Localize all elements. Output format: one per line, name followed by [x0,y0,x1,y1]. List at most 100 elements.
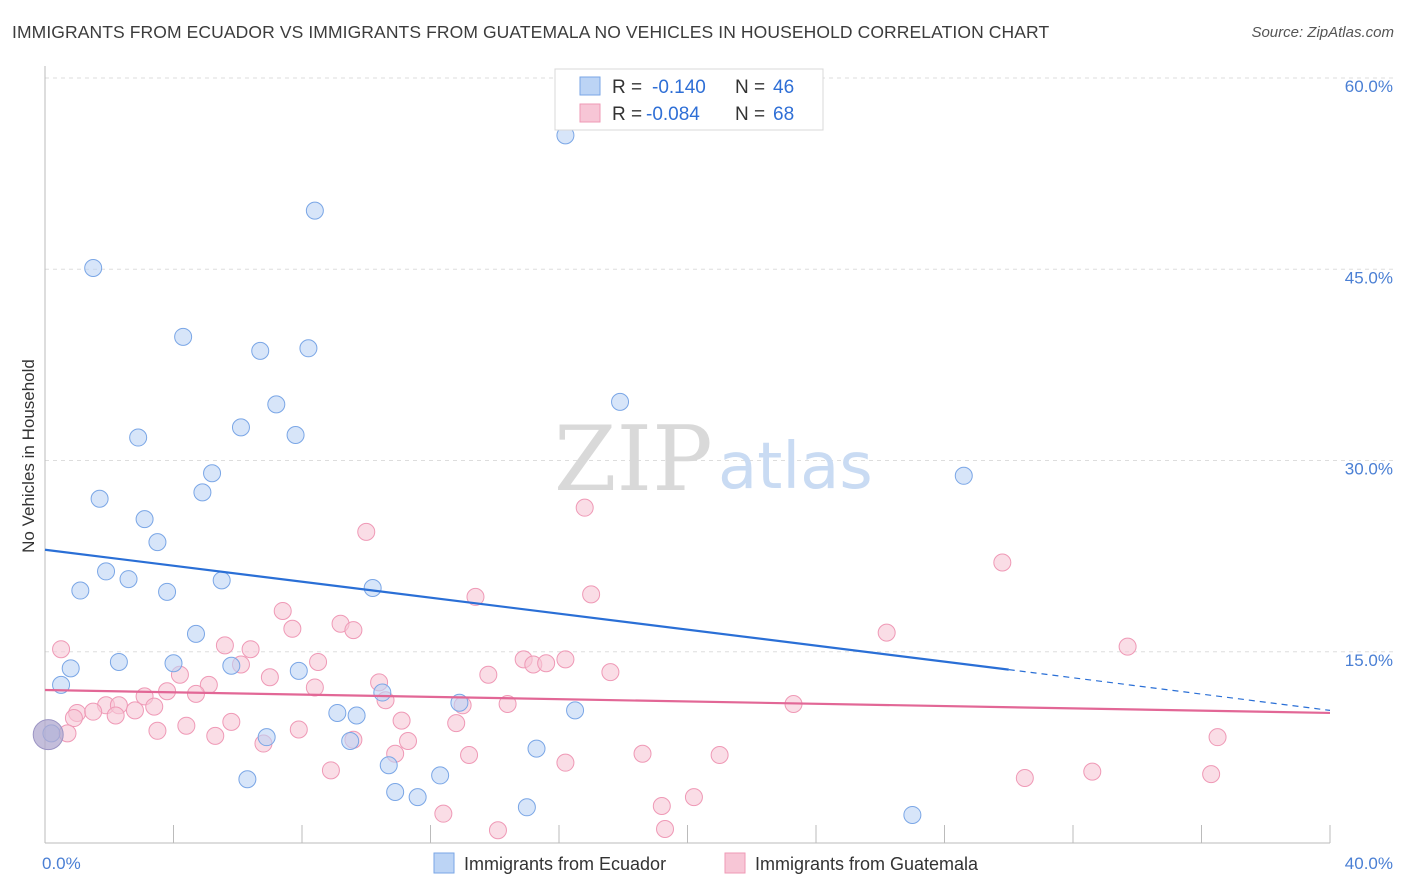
ecuador-point [174,327,193,346]
guatemala-point [877,623,896,642]
ecuador-point [611,392,630,411]
guatemala-point [993,553,1012,572]
guatemala-point [222,712,241,731]
guatemala-point [1015,768,1034,787]
x-tick-labels: 0.0% 40.0% [42,854,1393,873]
x-tick-label: 40.0% [1345,854,1393,873]
guatemala-point [283,619,302,638]
guatemala-point [273,601,292,620]
ecuador-point [222,656,241,675]
ecuador-point [231,418,250,437]
guatemala-point [652,797,671,816]
guatemala-point [556,650,575,669]
ecuador-point [186,624,205,643]
legend-swatch-guatemala [579,103,601,123]
guatemala-point [710,746,729,765]
ecuador-point [517,798,536,817]
ecuador-point [164,654,183,673]
guatemala-point [260,668,279,687]
guatemala-point [575,498,594,517]
ecuador-point [257,728,276,747]
ecuador-point [193,483,212,502]
ecuador-point [203,464,222,483]
ecuador-point [61,659,80,678]
guatemala-point [1208,728,1227,747]
ecuador-point [148,533,167,552]
guatemala-point [479,665,498,684]
grid [45,77,1395,653]
ecuador-point [379,756,398,775]
ecuador-point [299,339,318,358]
legend-r-label-guatemala: R = [612,104,642,125]
ecuador-point [212,571,231,590]
guatemala-point [106,706,125,725]
ecuador-point [363,579,382,597]
legend-r-label-ecuador: R = [612,77,642,98]
ecuador-point [135,510,154,529]
axes [44,66,1331,844]
ecuador-point [305,201,324,220]
ecuador-point [97,562,116,581]
guatemala-point [392,711,411,730]
ecuador-point [251,341,270,360]
legend-r-value-guatemala: -0.084 [646,104,700,125]
guatemala-point [344,621,363,640]
guatemala-point [215,636,234,655]
y-tick-label: 45.0% [1345,268,1393,287]
ecuador-point [328,703,347,722]
guatemala-point [309,652,328,671]
legend-r-value-ecuador: -0.140 [652,77,706,98]
bottom-legend-swatch-guatemala [724,852,746,874]
ecuador-point [341,732,360,750]
guatemala-point [656,819,675,838]
legend-n-label-ecuador: N = [735,77,765,98]
guatemala-point [556,753,575,772]
x-tick-label: 0.0% [42,854,81,873]
y-tick-label: 60.0% [1345,77,1393,96]
guatemala-point [537,654,556,673]
guatemala-point [633,744,652,763]
y-tick-label: 15.0% [1345,651,1393,670]
y-tick-labels: 15.0% 30.0% 45.0% 60.0% [1345,77,1393,670]
guatemala-point [289,720,308,739]
ecuador-point [119,570,138,589]
ecuador-point [431,766,450,785]
guatemala-point [145,697,164,716]
guatemala-point [125,701,144,720]
ecuador-point [347,706,366,725]
ecuador-point [84,258,103,277]
guatemala-point [321,761,340,780]
ecuador-point [373,683,392,702]
legend-n-label-guatemala: N = [735,104,765,125]
chart-source: Source: ZipAtlas.com [1251,24,1394,41]
ecuador-point [238,770,257,789]
guatemala-point [1118,637,1137,656]
ecuador-point [527,739,546,758]
trend-lines [44,548,1331,715]
bottom-legend-swatch-ecuador [433,852,455,874]
y-tick-label: 30.0% [1345,460,1393,479]
guatemala-point [460,746,479,765]
ecuador-point [158,582,177,601]
guatemala-point [488,821,507,840]
guatemala-point [52,640,71,659]
guatemala-point [399,732,418,750]
y-axis-label: No Vehicles in Household [19,359,38,553]
guatemala-point [684,788,703,807]
legend-n-value-ecuador: 46 [773,77,794,98]
legend-n-value-guatemala: 68 [773,104,794,125]
guatemala-point [466,587,485,606]
ecuador-point [109,652,128,671]
guatemala-points [52,498,1227,840]
watermark-zip: ZIP [554,407,713,512]
cluster-point [32,719,64,751]
guatemala-point [1083,762,1102,781]
guatemala-point [241,640,260,659]
ecuador-point [954,466,973,485]
ecuador-point [903,805,922,824]
correlation-legend: R = -0.140 N = 46 R = -0.084 N = 68 [554,68,824,131]
ecuador-point [289,661,308,680]
ecuador-trend-line [44,548,1009,671]
legend-swatch-ecuador [579,76,601,96]
